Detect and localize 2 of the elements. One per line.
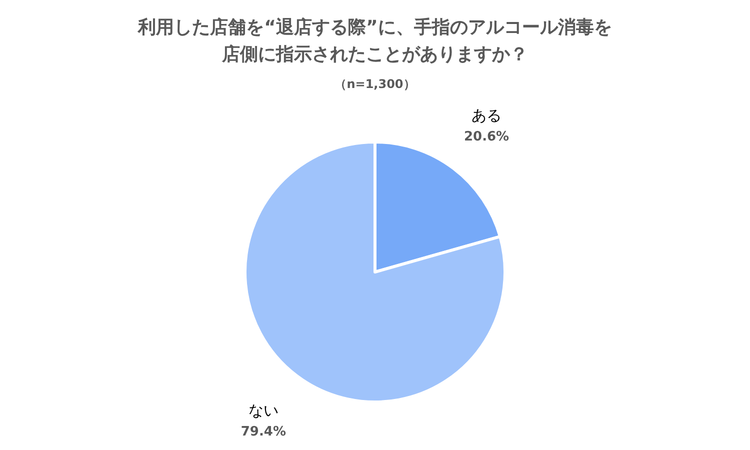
chart-title: 利用した店舗を“退店する際”に、手指のアルコール消毒を店側に指示されたことがありますか？ xyxy=(136,16,613,67)
chart-subtitle: （n=1,300） xyxy=(334,76,416,93)
